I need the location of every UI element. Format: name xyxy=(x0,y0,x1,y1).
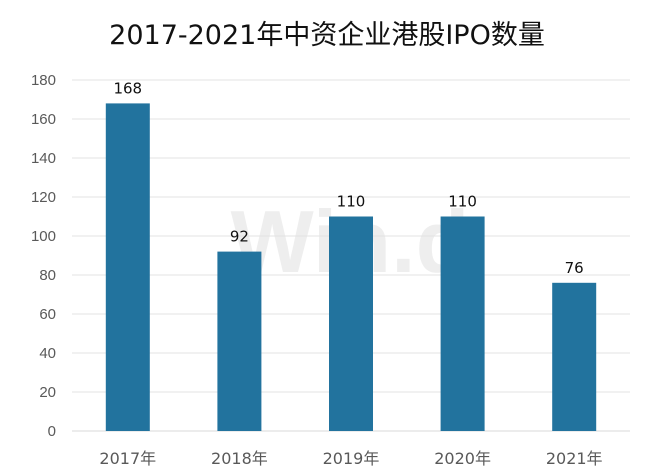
y-axis-ticks: 0 20 40 60 80 100 120 140 160 180 xyxy=(31,72,56,440)
x-tick-label: 2020年 xyxy=(434,449,491,468)
y-tick-label: 180 xyxy=(31,72,56,89)
y-tick-label: 60 xyxy=(39,306,56,323)
y-tick-label: 20 xyxy=(39,384,56,401)
data-label: 92 xyxy=(230,228,249,246)
y-tick-label: 40 xyxy=(39,345,56,362)
bar xyxy=(440,216,485,431)
y-tick-label: 0 xyxy=(48,423,56,440)
x-tick-label: 2019年 xyxy=(323,449,380,468)
x-tick-label: 2018年 xyxy=(211,449,268,468)
y-tick-label: 100 xyxy=(31,228,56,245)
y-tick-label: 160 xyxy=(31,111,56,128)
bar xyxy=(217,251,262,431)
y-tick-label: 80 xyxy=(39,267,56,284)
bars xyxy=(105,103,597,432)
data-label: 110 xyxy=(337,193,366,211)
bar xyxy=(552,282,597,431)
bar xyxy=(329,216,373,431)
data-label: 168 xyxy=(113,79,142,97)
y-tick-label: 120 xyxy=(31,189,56,206)
y-tick-label: 140 xyxy=(31,150,56,167)
x-tick-label: 2017年 xyxy=(99,449,156,468)
bar xyxy=(105,103,150,432)
x-axis-ticks: 2017年 2018年 2019年 2020年 2021年 xyxy=(99,449,602,468)
chart-title: 2017-2021年中资企业港股IPO数量 xyxy=(109,20,545,51)
data-label: 110 xyxy=(448,193,477,211)
x-tick-label: 2021年 xyxy=(546,449,603,468)
data-labels: 168 92 110 110 76 xyxy=(113,79,583,276)
data-label: 76 xyxy=(565,259,584,277)
